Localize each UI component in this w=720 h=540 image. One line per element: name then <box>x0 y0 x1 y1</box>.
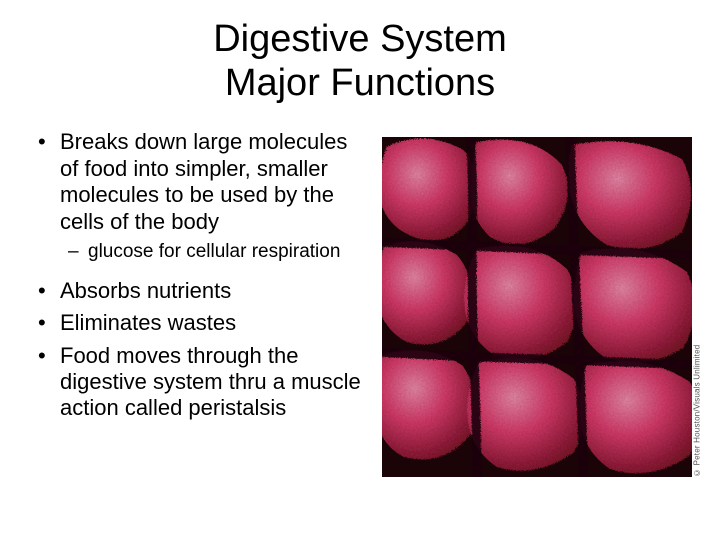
image-credit: © Peter Houston/Visuals Unlimited <box>690 137 704 477</box>
bullet-2: Absorbs nutrients <box>24 278 364 304</box>
slide: Digestive System Major Functions Breaks … <box>0 0 720 540</box>
slide-title: Digestive System Major Functions <box>24 18 696 105</box>
bullet-4: Food moves through the digestive system … <box>24 343 364 422</box>
bullet-1: Breaks down large molecules of food into… <box>24 129 364 235</box>
title-line-1: Digestive System <box>213 18 507 60</box>
bullet-1a: glucose for cellular respiration <box>24 241 364 264</box>
title-line-2: Major Functions <box>225 62 495 104</box>
content-row: Breaks down large molecules of food into… <box>24 129 696 477</box>
bullet-3: Eliminates wastes <box>24 310 364 336</box>
micrograph-image <box>382 137 692 477</box>
image-container: © Peter Houston/Visuals Unlimited <box>382 137 696 477</box>
bullet-list: Breaks down large molecules of food into… <box>24 129 364 427</box>
